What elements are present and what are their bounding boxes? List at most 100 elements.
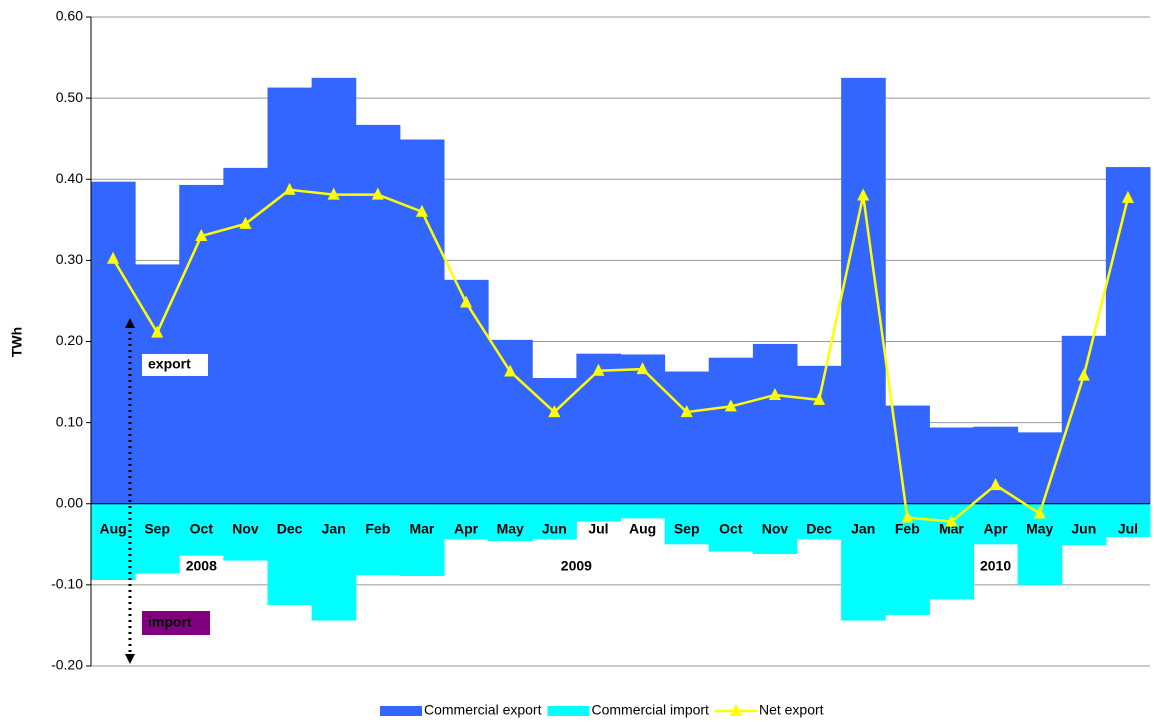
x-tick-label: Jan — [322, 521, 346, 537]
bar — [752, 503, 798, 555]
annotation: export — [148, 356, 191, 372]
line-marker — [107, 251, 120, 264]
y-tick-label: -0.10 — [51, 576, 83, 592]
bar — [135, 503, 180, 574]
line-marker — [548, 405, 561, 418]
bar — [532, 503, 577, 540]
y-tick-label: 0.10 — [56, 413, 83, 429]
bar — [708, 357, 754, 504]
bar — [488, 503, 533, 542]
bar — [841, 77, 886, 504]
bar — [399, 503, 445, 576]
bar — [1105, 503, 1151, 538]
bar — [841, 503, 886, 621]
line-marker — [1121, 190, 1134, 203]
line-marker — [504, 364, 517, 377]
y-tick-label: 0.20 — [56, 332, 83, 348]
bar — [620, 503, 666, 519]
bar — [91, 181, 136, 504]
bar — [223, 503, 268, 561]
y-tick-label: 0.30 — [56, 251, 83, 267]
year-label: 2010 — [980, 558, 1011, 574]
bar — [1017, 432, 1063, 504]
bar — [576, 503, 621, 522]
line-marker — [813, 392, 826, 405]
line-marker — [283, 182, 296, 195]
x-tick-label: Nov — [232, 521, 259, 537]
bar — [1105, 167, 1151, 504]
line-marker — [239, 216, 252, 229]
line-marker — [1033, 506, 1046, 519]
line-marker — [460, 295, 473, 308]
line-marker — [680, 405, 693, 418]
bar — [488, 339, 533, 504]
y-tick-label: 0.00 — [56, 494, 83, 510]
x-tick-label: Oct — [190, 521, 214, 537]
y-tick-label: 0.60 — [56, 8, 83, 24]
bar — [267, 87, 313, 504]
x-tick-label: Sep — [144, 521, 170, 537]
bar — [929, 427, 974, 504]
x-tick-label: Mar — [939, 521, 964, 537]
bar — [311, 503, 357, 621]
line-marker — [415, 204, 428, 217]
line-marker — [724, 399, 737, 412]
arrow-head — [125, 654, 135, 664]
legend-label: Commercial import — [591, 702, 709, 718]
y-axis-title: TWh — [9, 327, 25, 357]
bar — [797, 365, 842, 504]
line-marker — [945, 514, 958, 527]
bar — [973, 426, 1019, 504]
bar — [1061, 503, 1107, 546]
x-tick-label: Dec — [806, 521, 832, 537]
legend-label: Net export — [759, 702, 824, 718]
x-tick-label: Aug — [629, 521, 656, 537]
line-marker — [636, 362, 649, 375]
x-tick-label: Apr — [454, 521, 479, 537]
year-label: 2009 — [561, 558, 592, 574]
line-marker — [1077, 368, 1090, 381]
x-tick-label: Jan — [851, 521, 875, 537]
bar — [797, 503, 842, 540]
x-tick-label: May — [497, 521, 524, 537]
bar — [444, 279, 489, 504]
bar — [708, 503, 754, 552]
x-tick-label: Jul — [1118, 521, 1138, 537]
bar — [135, 264, 180, 504]
annotation: import — [148, 614, 192, 630]
line — [111, 188, 1130, 523]
legend-swatch — [380, 706, 422, 716]
x-tick-label: Oct — [719, 521, 743, 537]
legend-marker — [729, 704, 742, 716]
bar — [752, 343, 798, 504]
x-tick-label: Apr — [984, 521, 1009, 537]
line-marker — [768, 388, 781, 401]
y-tick-label: 0.40 — [56, 170, 83, 186]
y-tick-label: 0.50 — [56, 89, 83, 105]
x-tick-label: Jun — [542, 521, 567, 537]
bar — [179, 503, 224, 556]
x-tick-label: Feb — [895, 521, 920, 537]
x-tick-label: Feb — [365, 521, 390, 537]
line-marker — [327, 187, 340, 200]
bar — [620, 354, 666, 504]
bar — [91, 503, 136, 581]
line-marker — [901, 510, 914, 523]
annotation-bg — [142, 354, 208, 376]
bar — [664, 371, 710, 504]
year-label: 2008 — [186, 558, 217, 574]
bar — [355, 503, 401, 576]
legend-label: Commercial export — [424, 702, 542, 718]
bar — [973, 503, 1019, 545]
annotation-bg — [142, 611, 210, 635]
x-tick-label: May — [1026, 521, 1053, 537]
line-marker — [989, 478, 1002, 491]
line-marker — [195, 229, 208, 242]
x-tick-label: Jul — [588, 521, 608, 537]
legend-swatch — [547, 706, 590, 716]
line-marker — [151, 325, 164, 338]
line-marker — [592, 363, 605, 376]
x-tick-label: Mar — [409, 521, 434, 537]
bar — [399, 139, 445, 504]
